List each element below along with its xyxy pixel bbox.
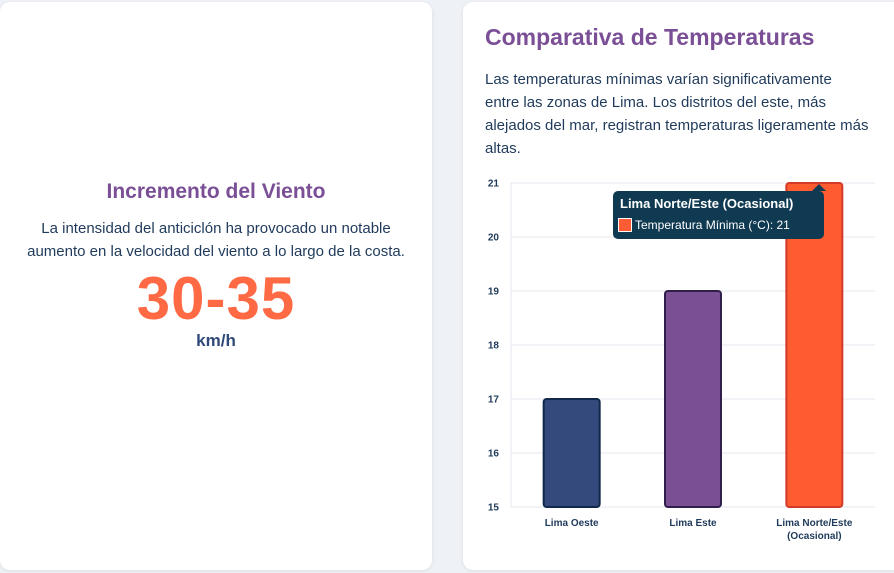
temperature-card-title: Comparativa de Temperaturas <box>485 24 815 50</box>
x-tick-label: Lima Este <box>669 518 717 529</box>
y-tick-label: 18 <box>488 341 500 352</box>
bar-1[interactable] <box>664 290 722 508</box>
bar-0[interactable] <box>542 398 601 508</box>
y-tick-label: 15 <box>488 503 500 514</box>
wind-card-text: La intensidad del anticiclón ha provocad… <box>27 220 405 260</box>
tooltip-value: Temperatura Mínima (°C): 21 <box>635 218 790 232</box>
temperature-card-text: Las temperaturas mínimas varían signific… <box>485 71 869 157</box>
y-tick-label: 17 <box>488 395 500 406</box>
tooltip-color-swatch <box>618 218 632 232</box>
chart-tooltip: Lima Norte/Este (Ocasional) Temperatura … <box>613 191 824 239</box>
y-tick-label: 19 <box>488 287 500 298</box>
bar-2[interactable] <box>785 182 844 508</box>
tooltip-row: Temperatura Mínima (°C): 21 <box>618 218 790 232</box>
tooltip-title: Lima Norte/Este (Ocasional) <box>620 196 794 211</box>
x-tick-label: (Ocasional) <box>787 531 841 542</box>
wind-card: Incremento del Viento La intensidad del … <box>0 2 432 570</box>
tooltip-caret <box>812 184 826 191</box>
wind-speed-value: 30-35 <box>136 265 296 332</box>
y-tick-label: 16 <box>488 449 500 460</box>
wind-speed-unit: km/h <box>196 331 236 350</box>
wind-card-title: Incremento del Viento <box>106 180 326 203</box>
y-tick-label: 20 <box>488 233 500 244</box>
x-tick-label: Lima Oeste <box>545 518 599 529</box>
y-tick-label: 21 <box>488 179 500 190</box>
x-tick-label: Lima Norte/Este <box>776 518 853 529</box>
temperature-bar-chart[interactable]: 15 16 17 18 19 20 21 Lima Oeste Lima Este Lima No… <box>463 170 894 550</box>
